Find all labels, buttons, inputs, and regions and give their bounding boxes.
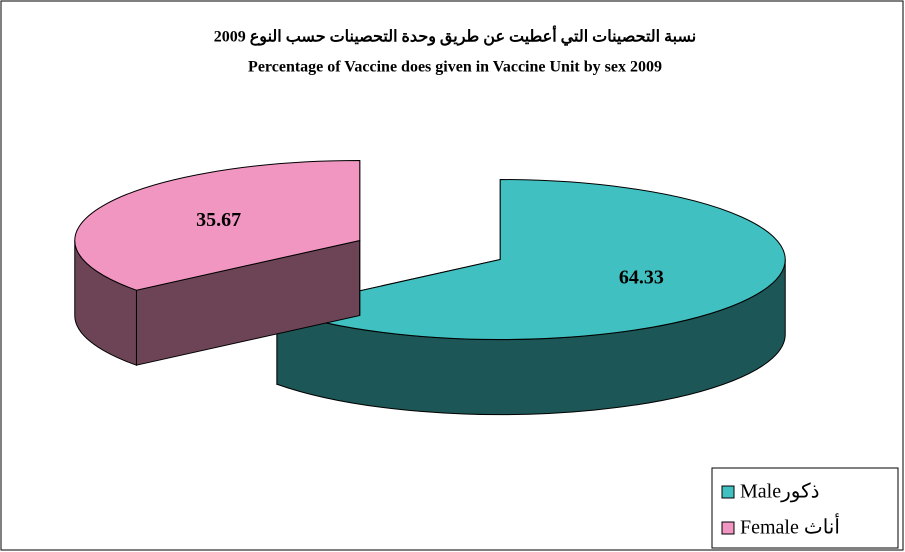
chart-subtitle: Percentage of Vaccine does given in Vacc…	[248, 59, 662, 76]
data-label: 64.33	[619, 266, 664, 288]
legend-box	[711, 467, 899, 549]
data-label: 35.67	[196, 209, 241, 231]
slice	[74, 159, 361, 291]
legend-swatch	[721, 485, 735, 499]
chart-title: نسبة التحصينات التي أعطيت عن طريق وحدة ا…	[214, 25, 696, 47]
legend-swatch	[721, 521, 735, 535]
legend-label: Maleذكور	[740, 481, 820, 503]
legend-label: Female أناث	[740, 513, 840, 539]
slice	[275, 179, 786, 341]
